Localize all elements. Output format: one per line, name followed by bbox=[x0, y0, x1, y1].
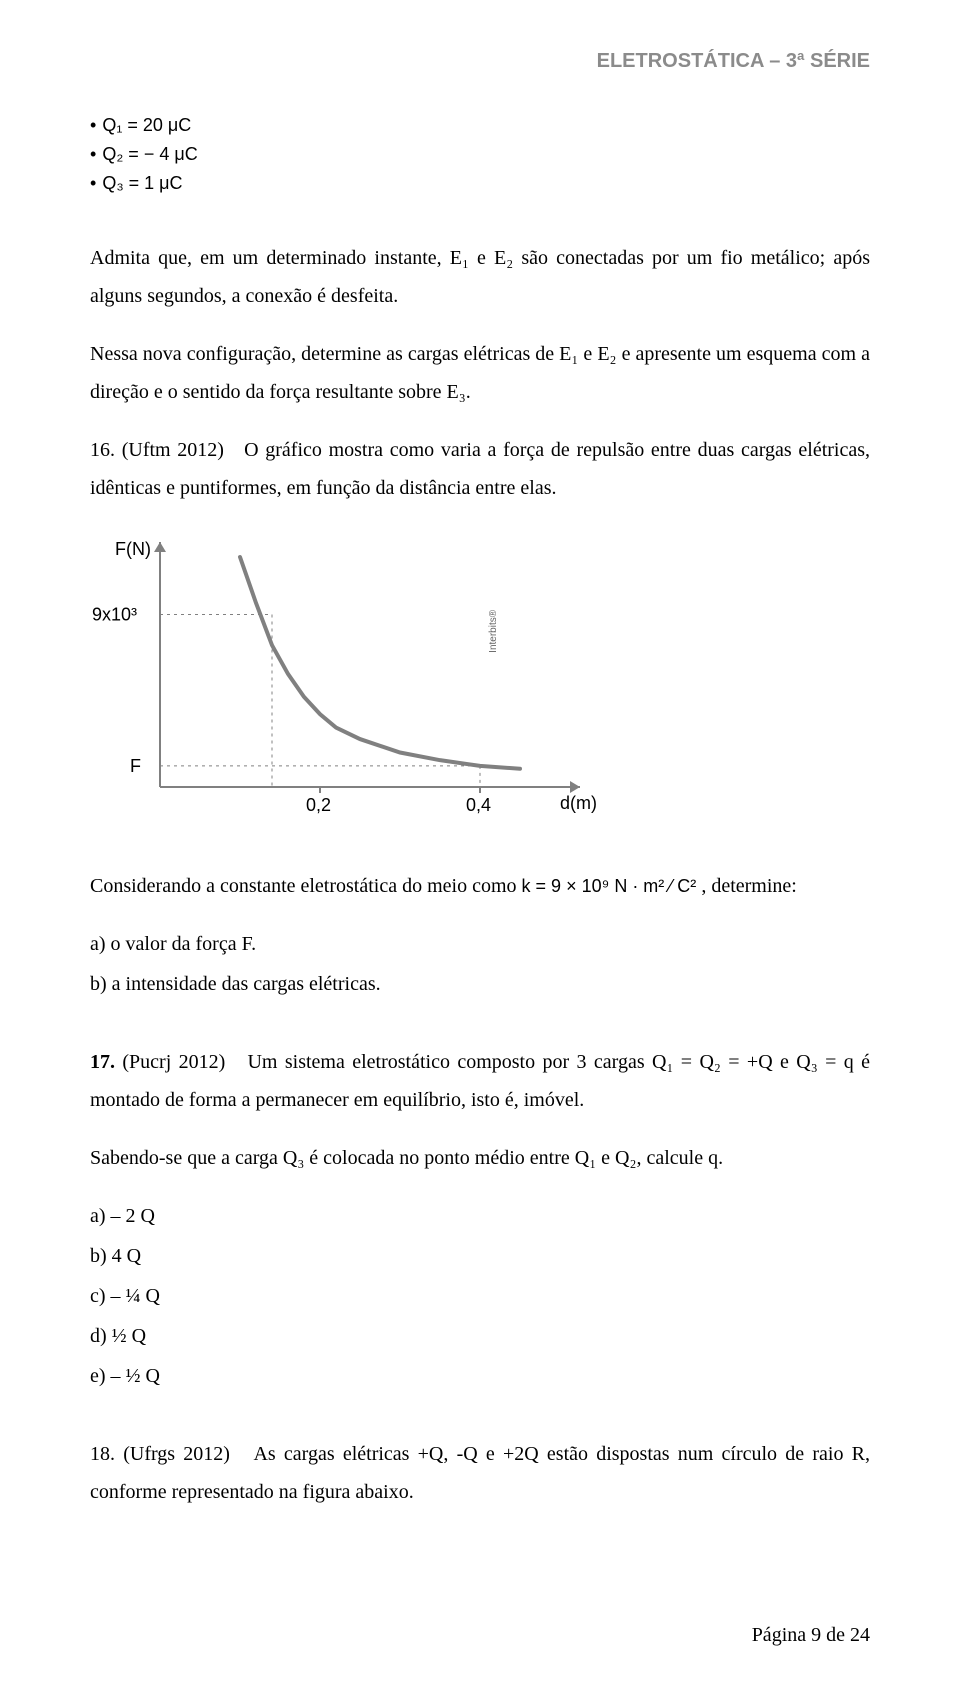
question-18: 18. (Ufrgs 2012) As cargas elétricas +Q,… bbox=[90, 1435, 870, 1511]
svg-text:9x10³: 9x10³ bbox=[92, 605, 137, 625]
svg-text:0,4: 0,4 bbox=[466, 795, 491, 815]
q17-src: (Pucrj 2012) bbox=[122, 1051, 225, 1073]
page: ELETROSTÁTICA – 3ª SÉRIE • Q₁ = 20 μC • … bbox=[0, 0, 960, 1697]
paragraph-1: Admita que, em um determinado instante, … bbox=[90, 239, 870, 315]
svg-text:F: F bbox=[130, 756, 141, 776]
q1-text: Q₁ = 20 μC bbox=[102, 111, 191, 140]
svg-text:0,2: 0,2 bbox=[306, 795, 331, 815]
q17-text2: Sabendo-se que a carga Q₃ é colocada no … bbox=[90, 1139, 870, 1177]
q16b-tail: , determine: bbox=[701, 875, 797, 897]
q16-a: a) o valor da força F. bbox=[90, 925, 870, 963]
q17-opt-e: e) – ½ Q bbox=[90, 1357, 870, 1395]
given-q2: • Q₂ = − 4 μC bbox=[90, 140, 870, 169]
given-q1: • Q₁ = 20 μC bbox=[90, 111, 870, 140]
svg-text:d(m): d(m) bbox=[560, 793, 597, 813]
q16-considerando: Considerando a constante eletrostática d… bbox=[90, 867, 870, 905]
q18-num: 18. bbox=[90, 1443, 115, 1465]
given-q3: • Q₃ = 1 μC bbox=[90, 169, 870, 198]
q17-num: 17. bbox=[90, 1051, 115, 1073]
q16b-lead: Considerando a constante eletrostática d… bbox=[90, 875, 522, 897]
bullet-icon: • bbox=[90, 111, 96, 140]
svg-text:F(N): F(N) bbox=[115, 539, 151, 559]
q17-opt-c: c) – ¼ Q bbox=[90, 1277, 870, 1315]
q17-opt-d: d) ½ Q bbox=[90, 1317, 870, 1355]
k-expression: k = 9 × 10⁹ N · m² ⁄ C² bbox=[522, 876, 697, 896]
q16-src: (Uftm 2012) bbox=[122, 439, 224, 461]
force-distance-chart: F(N) d(m) 9x10³ F 0,2 0,4 Interbits® bbox=[90, 527, 610, 827]
page-footer: Página 9 de 24 bbox=[752, 1624, 870, 1647]
q2-text: Q₂ = − 4 μC bbox=[102, 140, 197, 169]
q3-text: Q₃ = 1 μC bbox=[102, 169, 182, 198]
q18-src: (Ufrgs 2012) bbox=[123, 1443, 230, 1465]
svg-text:Interbits®: Interbits® bbox=[488, 610, 499, 654]
bullet-icon: • bbox=[90, 140, 96, 169]
q17-opt-b: b) 4 Q bbox=[90, 1237, 870, 1275]
given-values: • Q₁ = 20 μC • Q₂ = − 4 μC • Q₃ = 1 μC bbox=[90, 111, 870, 197]
question-16: 16. (Uftm 2012) O gráfico mostra como va… bbox=[90, 431, 870, 507]
header-title: ELETROSTÁTICA – 3ª SÉRIE bbox=[90, 50, 870, 73]
q17-opt-a: a) – 2 Q bbox=[90, 1197, 870, 1235]
question-17: 17. (Pucrj 2012) Um sistema eletrostátic… bbox=[90, 1043, 870, 1119]
q16-num: 16. bbox=[90, 439, 115, 461]
paragraph-2: Nessa nova configuração, determine as ca… bbox=[90, 335, 870, 411]
q16-b: b) a intensidade das cargas elétricas. bbox=[90, 965, 870, 1003]
bullet-icon: • bbox=[90, 169, 96, 198]
